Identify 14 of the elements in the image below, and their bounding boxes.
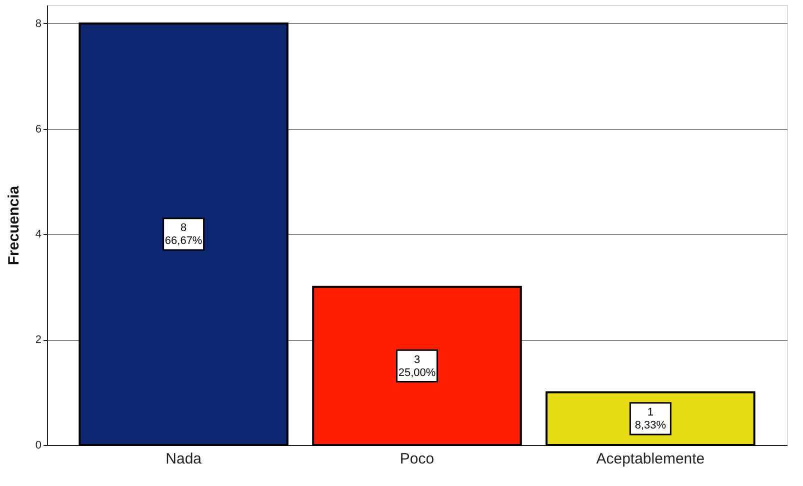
x-tick-label: Aceptablemente xyxy=(596,450,705,468)
bar xyxy=(312,286,522,446)
y-tick-label: 0 xyxy=(35,440,42,452)
x-tick-label: Nada xyxy=(166,450,202,468)
bar xyxy=(78,22,288,446)
y-tick-label: 6 xyxy=(35,123,42,136)
data-label: 1 8,33% xyxy=(634,406,666,432)
data-label: 8 66,67% xyxy=(164,222,202,248)
x-tick-label: Poco xyxy=(400,450,434,468)
y-axis-title: Frecuencia xyxy=(5,185,22,266)
y-tick-label: 2 xyxy=(35,334,42,346)
y-tick-label: 4 xyxy=(35,228,42,241)
y-tick-label: 8 xyxy=(35,18,42,30)
data-label: 3 25,00% xyxy=(398,354,436,379)
